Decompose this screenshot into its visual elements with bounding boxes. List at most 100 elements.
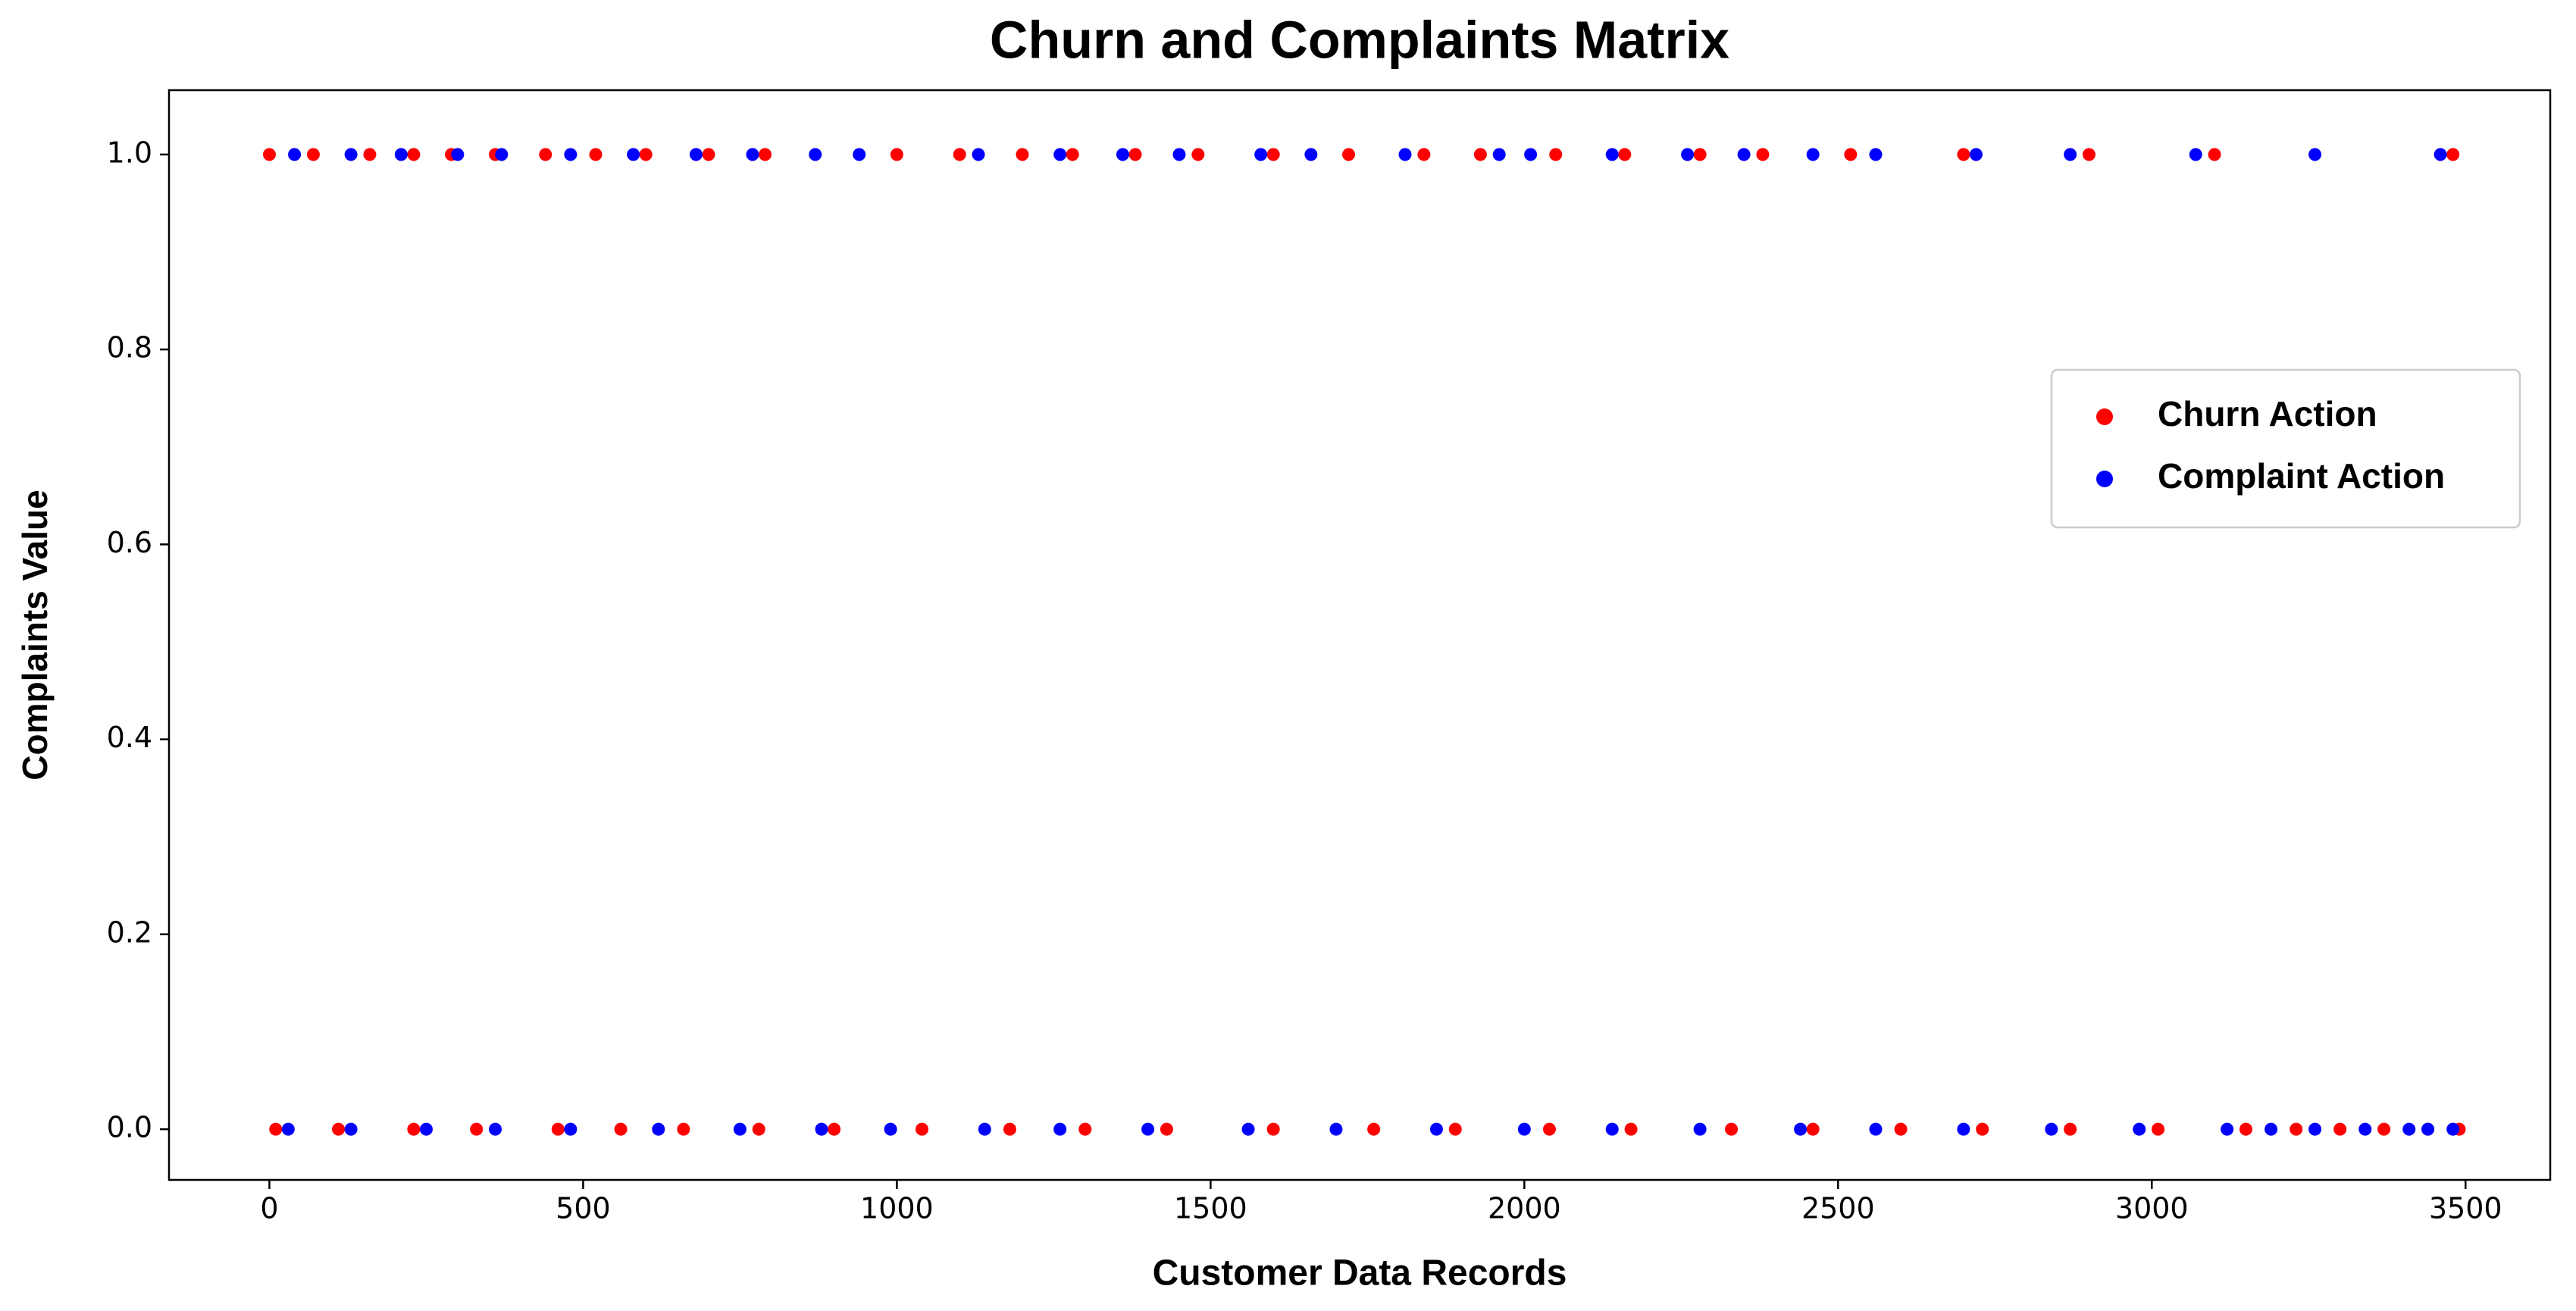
point [1266,1122,1280,1136]
point [828,1122,841,1136]
point [489,1122,502,1136]
point [2208,148,2221,161]
point [2308,148,2322,161]
point [332,1122,346,1136]
point [451,148,465,161]
legend-label: Churn Action [2158,394,2377,433]
point [1254,148,1268,161]
point [1492,148,1506,161]
point [1844,148,1858,161]
point [890,148,903,161]
point [614,1122,628,1136]
point [1693,1122,1707,1136]
chart-title: Churn and Complaints Matrix [990,10,1729,69]
point [288,148,302,161]
point [2358,1122,2372,1136]
point [1172,148,1186,161]
point [639,148,653,161]
point [1003,1122,1016,1136]
point [1241,1122,1255,1136]
point [2152,1122,2165,1136]
point [2333,1122,2347,1136]
y-tick-label: 1.0 [107,136,152,169]
point [815,1122,828,1136]
x-tick-label: 3000 [2115,1192,2189,1225]
point [262,148,276,161]
legend-marker [2096,408,2113,425]
point [916,1122,929,1136]
x-tick-label: 2500 [1801,1192,1875,1225]
point [1894,1122,1908,1136]
point [677,1122,690,1136]
point [2082,148,2096,161]
point [1549,148,1563,161]
point [1681,148,1695,161]
point [1605,1122,1619,1136]
y-tick-label: 0.6 [107,526,152,559]
point [1128,148,1142,161]
point [2265,1122,2278,1136]
point [1473,148,1487,161]
point [1304,148,1318,161]
x-axis-label: Customer Data Records [1153,1253,1567,1294]
point [972,148,985,161]
plot-frame [167,89,2552,1181]
point [1969,148,1983,161]
point [1737,148,1751,161]
point [1756,148,1770,161]
point [1053,1122,1067,1136]
point [2308,1122,2322,1136]
point [1066,148,1079,161]
point [884,1122,897,1136]
point [2377,1122,2391,1136]
legend-label: Complaint Action [2158,456,2445,496]
point [1417,148,1431,161]
point [2045,1122,2058,1136]
point [1398,148,1412,161]
point [2189,148,2202,161]
y-tick-label: 0.4 [107,721,152,754]
point [269,1122,283,1136]
point [702,148,715,161]
point [1053,148,1067,161]
point [953,148,966,161]
point [2434,148,2447,161]
point [1141,1122,1155,1136]
point [1016,148,1029,161]
point [2421,1122,2435,1136]
point [652,1122,665,1136]
point [1957,148,1970,161]
y-axis-label: Complaints Value [15,490,55,780]
point [1957,1122,1970,1136]
y-tick-label: 0.2 [107,915,152,949]
point [759,148,772,161]
point [2446,1122,2460,1136]
point [363,148,377,161]
point [281,1122,295,1136]
point [306,148,320,161]
point [1725,1122,1739,1136]
point [1806,1122,1820,1136]
point [1693,148,1707,161]
point [1517,1122,1531,1136]
point [2446,148,2460,161]
point [752,1122,765,1136]
x-tick-label: 0 [260,1192,278,1225]
point [589,148,603,161]
point [1869,148,1883,161]
point [1429,1122,1443,1136]
point [1605,148,1619,161]
point [746,148,759,161]
point [853,148,866,161]
point [1976,1122,1989,1136]
point [419,1122,433,1136]
point [564,1122,577,1136]
point [1869,1122,1883,1136]
point [551,1122,565,1136]
point [1794,1122,1808,1136]
x-tick-label: 2000 [1488,1192,1561,1225]
legend-box [2050,368,2521,529]
point [1542,1122,1556,1136]
